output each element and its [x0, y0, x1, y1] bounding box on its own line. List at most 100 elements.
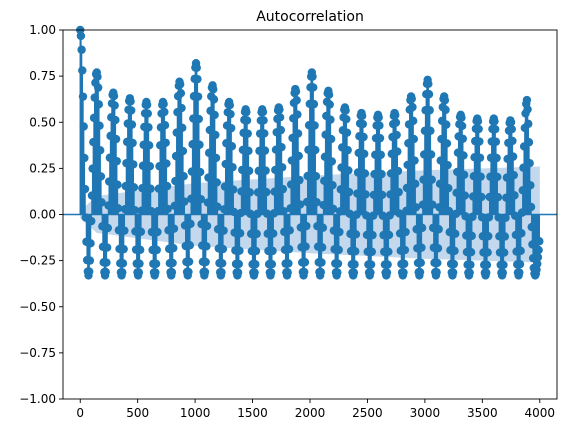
acf-point — [401, 227, 410, 237]
acf-point — [291, 87, 301, 96]
acf-point — [435, 179, 445, 189]
acf-point — [329, 204, 338, 214]
acf-point — [515, 260, 525, 269]
acf-point — [443, 160, 452, 170]
acf-point — [342, 114, 351, 124]
acf-point — [526, 181, 535, 190]
acf-point — [237, 187, 246, 196]
acf-point — [402, 206, 411, 216]
acf-point — [309, 99, 319, 109]
acf-point — [403, 160, 412, 170]
y-tick-label: 0.75 — [29, 69, 56, 83]
acf-point — [160, 120, 170, 130]
acf-point — [185, 241, 195, 250]
acf-point — [80, 184, 90, 194]
acf-point — [409, 134, 419, 144]
acf-point — [333, 259, 343, 268]
acf-point — [138, 184, 147, 193]
acf-point — [341, 106, 350, 115]
acf-point — [434, 225, 443, 234]
acf-point — [302, 221, 311, 231]
acf-point — [201, 257, 210, 267]
acf-point — [428, 200, 437, 209]
acf-point — [457, 121, 467, 131]
acf-point — [94, 100, 104, 109]
acf-point — [227, 142, 237, 151]
acf-point — [226, 123, 236, 133]
acf-point — [143, 109, 152, 118]
acf-point — [251, 246, 261, 256]
acf-point — [151, 259, 161, 268]
acf-point — [324, 90, 334, 99]
x-axis-ticks: 0 500 1000 1500 2000 2500 3000 3500 4000 — [76, 399, 555, 420]
acf-point — [442, 139, 452, 148]
acf-point — [424, 90, 434, 99]
acf-point — [435, 203, 444, 212]
acf-point — [366, 268, 375, 277]
y-tick-label: 0.25 — [29, 161, 56, 175]
acf-point — [97, 198, 106, 207]
acf-point — [93, 72, 102, 81]
acf-point — [211, 153, 221, 163]
acf-point — [252, 229, 261, 239]
acf-point — [118, 259, 128, 268]
acf-point — [490, 117, 499, 126]
acf-point — [367, 247, 377, 256]
acf-point — [89, 137, 98, 147]
acf-point — [193, 74, 202, 84]
chart-title: Autocorrelation — [256, 9, 364, 25]
acf-point — [196, 194, 206, 204]
acf-point — [122, 158, 131, 168]
acf-point — [136, 245, 145, 254]
acf-point — [86, 239, 95, 248]
acf-point — [78, 66, 87, 75]
acf-point — [369, 190, 379, 200]
acf-point — [162, 181, 172, 191]
acf-point — [258, 107, 268, 117]
acf-point — [204, 173, 213, 182]
acf-point — [80, 153, 89, 163]
acf-point — [269, 229, 278, 238]
acf-point — [484, 231, 493, 241]
acf-point — [144, 141, 154, 150]
acf-point — [451, 229, 460, 238]
acf-point — [110, 101, 119, 110]
acf-point — [493, 193, 503, 202]
acf-point — [151, 268, 160, 277]
acf-point — [399, 268, 408, 277]
acf-point — [416, 258, 425, 267]
acf-point — [473, 117, 483, 126]
acf-point — [378, 211, 388, 220]
acf-point — [187, 194, 196, 203]
acf-point — [357, 111, 367, 121]
acf-point — [88, 164, 97, 173]
acf-point — [441, 105, 450, 115]
acf-point — [235, 229, 245, 238]
acf-point — [433, 244, 443, 253]
acf-point — [317, 258, 326, 267]
acf-point — [466, 260, 475, 269]
acf-point — [127, 106, 136, 115]
acf-point — [418, 200, 428, 209]
acf-point — [485, 192, 494, 202]
acf-point — [120, 226, 129, 235]
acf-point — [176, 89, 186, 98]
acf-point — [76, 31, 86, 41]
acf-point — [119, 244, 128, 254]
acf-point — [101, 267, 110, 277]
acf-point — [424, 79, 433, 89]
acf-point — [212, 178, 221, 187]
acf-point — [319, 200, 328, 210]
acf-point — [209, 85, 218, 94]
x-tick-label: 3500 — [467, 406, 498, 420]
acf-point — [425, 106, 434, 115]
acf-point — [308, 72, 317, 81]
acf-point — [254, 166, 263, 176]
acf-point — [432, 268, 441, 277]
acf-point — [111, 115, 120, 125]
acf-point — [407, 94, 416, 103]
acf-point — [326, 115, 335, 124]
acf-point — [178, 146, 188, 156]
acf-point — [342, 128, 352, 137]
acf-point — [327, 157, 337, 166]
